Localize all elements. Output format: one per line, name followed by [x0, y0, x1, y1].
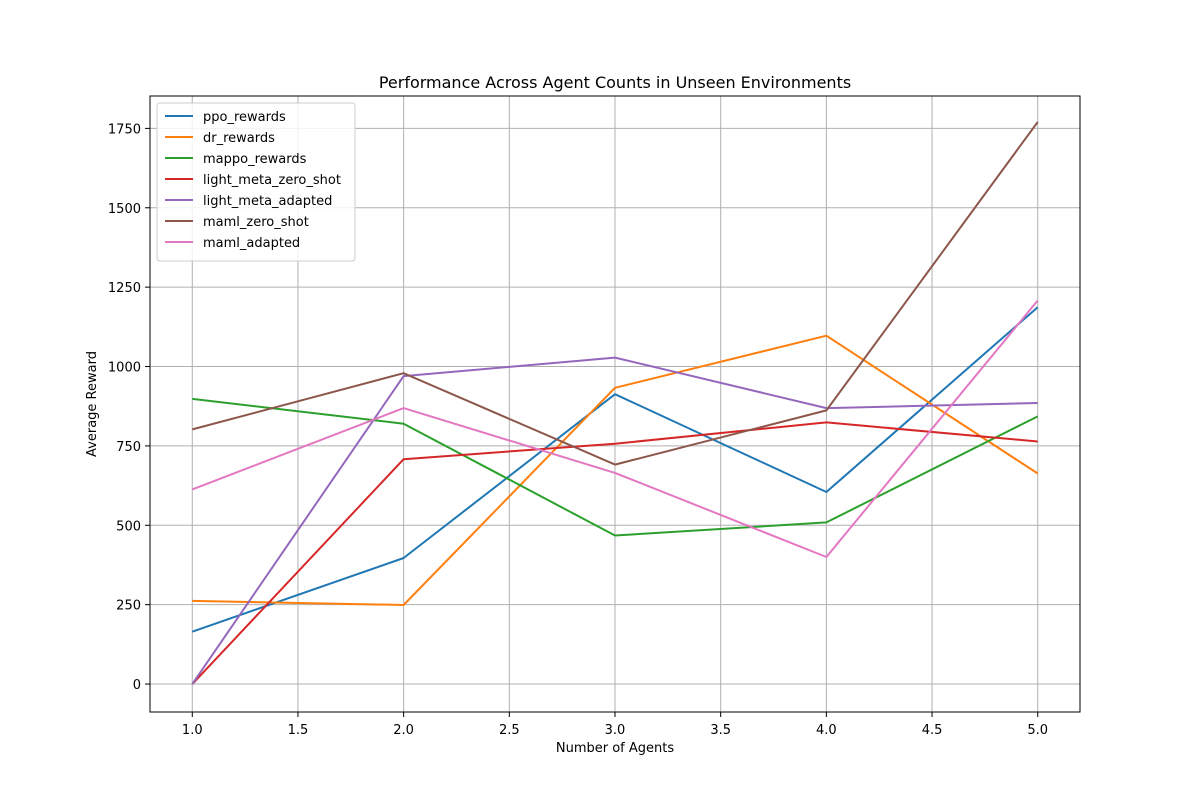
y-tick-label: 1250	[108, 281, 141, 296]
legend-label: mappo_rewards	[203, 152, 307, 167]
x-tick-label: 1.5	[288, 723, 309, 738]
x-tick-label: 2.5	[499, 723, 520, 738]
legend-label: light_meta_zero_shot	[203, 173, 341, 188]
grid-lines	[150, 96, 1080, 712]
x-tick-label: 3.0	[605, 723, 626, 738]
series-line-dr-rewards	[192, 334, 1039, 606]
series-line-light-meta-zero-shot	[191, 421, 1038, 685]
chart-title: Performance Across Agent Counts in Unsee…	[379, 73, 851, 92]
y-tick-label: 1500	[108, 202, 141, 217]
y-axis-label: Average Reward	[85, 351, 100, 457]
series-lines	[191, 121, 1039, 685]
x-tick-label: 1.0	[182, 723, 203, 738]
y-tick-label: 500	[116, 519, 141, 534]
legend-label: maml_zero_shot	[203, 215, 309, 230]
legend: ppo_rewards dr_rewards mappo_rewards light_…	[156, 102, 356, 262]
series-line-light-meta-adapted	[191, 356, 1038, 685]
x-axis-label: Number of Agents	[556, 741, 674, 756]
y-tick-label: 0	[133, 678, 141, 693]
x-tick-label: 4.0	[816, 723, 837, 738]
y-tick-label: 750	[116, 440, 141, 455]
legend-label: maml_adapted	[203, 236, 300, 251]
y-tick-label: 250	[116, 599, 141, 614]
series-line-maml-zero-shot	[192, 121, 1039, 466]
x-tick-label: 5.0	[1027, 723, 1048, 738]
y-axis-ticks: 0 250 500 750 1000 1250 1500 1750	[108, 122, 150, 693]
series-line-maml-adapted	[191, 299, 1039, 558]
x-tick-label: 4.5	[922, 723, 943, 738]
legend-label: dr_rewards	[203, 131, 275, 146]
x-tick-label: 3.5	[710, 723, 731, 738]
legend-label: light_meta_adapted	[203, 194, 332, 209]
x-tick-label: 2.0	[393, 723, 414, 738]
legend-label: ppo_rewards	[203, 110, 286, 125]
legend-box	[156, 102, 356, 262]
y-tick-label: 1750	[108, 122, 141, 137]
series-line-ppo-rewards	[191, 306, 1039, 633]
y-tick-label: 1000	[108, 361, 141, 376]
series-line-mappo-rewards	[192, 397, 1039, 537]
x-axis-ticks: 1.0 1.5 2.0 2.5 3.0 3.5 4.0 4.5 5.0	[182, 712, 1048, 738]
